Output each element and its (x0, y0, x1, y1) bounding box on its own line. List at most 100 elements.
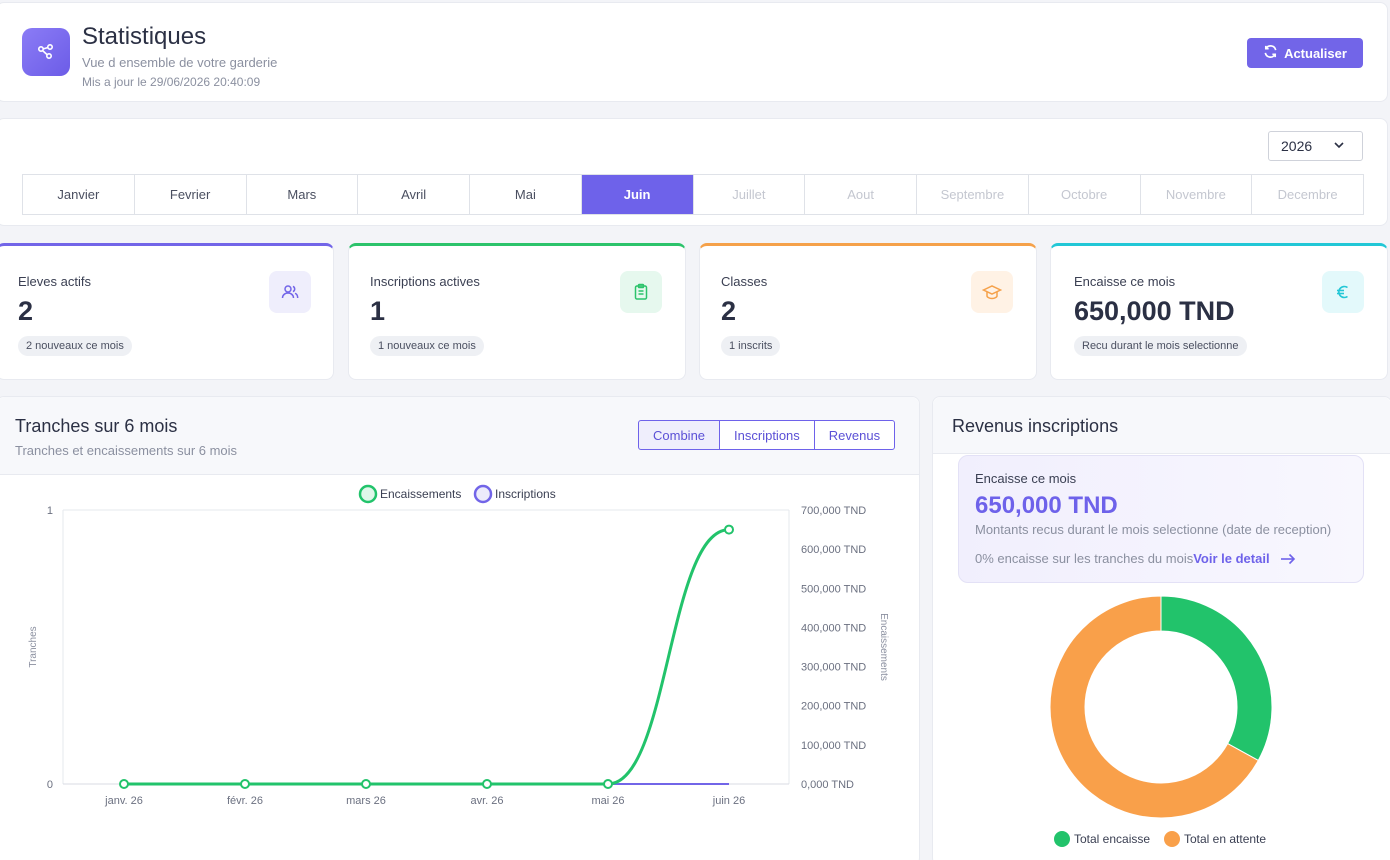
year-value: 2026 (1281, 138, 1313, 154)
legend-marker (1054, 831, 1070, 847)
chart-view-toggle: Combine Inscriptions Revenus (638, 420, 896, 450)
right-axis-title: Encaissements (878, 613, 889, 681)
x-tick-label: mai 26 (591, 795, 624, 807)
month-tab[interactable]: Janvier (23, 175, 135, 214)
share-icon (22, 28, 70, 76)
data-point-encaissements (482, 779, 492, 789)
graduation-cap-icon (971, 271, 1013, 313)
right-tick-label: 500,000 TND (801, 583, 866, 595)
revenue-percentage-row: 0% encaisse sur les tranches du mois Voi… (975, 551, 1296, 566)
stat-card-inscriptions: Inscriptions actives 1 1 nouveaux ce moi… (348, 243, 686, 380)
stat-label: Classes (721, 274, 768, 289)
stat-label: Inscriptions actives (370, 274, 480, 289)
x-tick-label: juin 26 (712, 795, 745, 807)
right-tick-label: 200,000 TND (801, 701, 866, 713)
stat-card-eleves: Eleves actifs 2 2 nouveaux ce mois (0, 243, 334, 380)
month-tab[interactable]: Mai (470, 175, 582, 214)
revenue-amount: 650,000 TND (975, 492, 1118, 519)
left-tick-label: 1 (47, 505, 53, 517)
data-point-encaissements (724, 524, 734, 535)
stat-note: 2 nouveaux ce mois (18, 336, 132, 356)
revenue-description: Montants recus durant le mois selectionn… (975, 522, 1332, 537)
arrow-right-icon[interactable] (1280, 553, 1296, 565)
month-tab[interactable]: Octobre (1029, 175, 1141, 214)
refresh-button[interactable]: Actualiser (1247, 38, 1363, 68)
tranches-chart-card: Tranches sur 6 mois Tranches et encaisse… (0, 396, 920, 860)
last-updated: Mis a jour le 29/06/2026 20:40:09 (82, 75, 261, 89)
clipboard-icon (620, 271, 662, 313)
year-select[interactable]: 2026 (1268, 131, 1363, 161)
revenue-label: Encaisse ce mois (975, 471, 1077, 486)
stat-value: 2 (721, 296, 737, 326)
revenue-header: Revenus inscriptions (933, 397, 1390, 454)
revenue-percentage: 0% encaisse sur les tranches du mois (975, 551, 1194, 566)
euro-icon (1322, 271, 1364, 313)
toggle-combine-button[interactable]: Combine (638, 420, 721, 450)
left-axis-title: Tranches (28, 626, 39, 667)
legend-label: Encaissements (380, 487, 461, 501)
right-tick-label: 600,000 TND (801, 544, 866, 556)
toggle-revenus-button[interactable]: Revenus (813, 420, 896, 450)
legend-label: Total encaisse (1074, 832, 1150, 846)
line-chart: 0 1 0,000 TND 100,000 TND 200,000 TND 300,000… (28, 484, 889, 807)
stat-note: 1 nouveaux ce mois (370, 336, 484, 356)
stat-card-classes: Classes 2 1 inscrits (699, 243, 1037, 380)
legend-marker (1164, 831, 1180, 847)
legend-marker (358, 484, 378, 504)
series-line-encaissements (124, 528, 730, 786)
x-tick-label: avr. 26 (470, 795, 503, 807)
x-tick-label: févr. 26 (227, 795, 263, 807)
legend-label: Total en attente (1184, 832, 1266, 846)
chevron-down-icon (1332, 138, 1346, 155)
toggle-inscriptions-button[interactable]: Inscriptions (719, 420, 815, 450)
stat-value: 2 (18, 296, 34, 326)
donut-slice (1049, 595, 1259, 819)
data-point-encaissements (361, 779, 371, 789)
chart-subtitle: Tranches et encaissements sur 6 mois (15, 443, 238, 458)
users-icon (269, 271, 311, 313)
month-tab[interactable]: Aout (805, 175, 917, 214)
right-tick-label: 700,000 TND (801, 505, 866, 517)
stat-note: 1 inscrits (721, 336, 781, 356)
stat-value: 1 (370, 296, 386, 326)
refresh-label: Actualiser (1284, 45, 1347, 61)
data-point-encaissements (603, 779, 613, 789)
data-point-encaissements (119, 779, 129, 789)
month-tab-active[interactable]: Juin (581, 175, 694, 214)
legend-label: Inscriptions (495, 487, 556, 501)
donut-slice (1160, 595, 1273, 762)
data-point-encaissements (240, 779, 250, 789)
month-tab[interactable]: Novembre (1141, 175, 1253, 214)
revenue-summary: Encaisse ce mois 650,000 TND Montants re… (958, 455, 1364, 583)
stat-label: Encaisse ce mois (1074, 274, 1176, 289)
revenue-card: Revenus inscriptions Encaisse ce mois 65… (932, 396, 1390, 860)
right-tick-label: 300,000 TND (801, 662, 866, 674)
legend-marker (473, 484, 493, 504)
month-tab[interactable]: Fevrier (135, 175, 247, 214)
refresh-icon (1263, 44, 1278, 62)
left-tick-label: 0 (47, 779, 53, 791)
header-card: Statistiques Vue d ensemble de votre gar… (0, 2, 1388, 102)
right-tick-label: 400,000 TND (801, 622, 866, 634)
x-tick-label: mars 26 (346, 795, 386, 807)
month-tab[interactable]: Decembre (1277, 187, 1338, 202)
month-tab[interactable]: Septembre (917, 175, 1029, 214)
month-tab[interactable]: Avril (358, 175, 470, 214)
stat-note: Recu durant le mois selectionne (1074, 336, 1247, 356)
x-tick-label: janv. 26 (104, 795, 143, 807)
stat-card-encaisse: Encaisse ce mois 650,000 TND Recu durant… (1050, 243, 1388, 380)
revenue-title: Revenus inscriptions (952, 416, 1119, 436)
chart-header: Tranches sur 6 mois Tranches et encaisse… (0, 397, 919, 475)
page-subtitle: Vue d ensemble de votre garderie (82, 55, 278, 70)
view-detail-link[interactable]: Voir le detail (1193, 551, 1270, 566)
month-tabs: Janvier Fevrier Mars Avril Mai Juin Juil… (22, 174, 1364, 215)
period-filter-card: 2026 Janvier Fevrier Mars Avril Mai Juin… (0, 118, 1388, 226)
stat-value: 650,000 TND (1074, 296, 1235, 326)
right-tick-label: 100,000 TND (801, 740, 866, 752)
month-tab[interactable]: Juillet (694, 175, 806, 214)
month-tab[interactable]: Mars (247, 175, 359, 214)
stat-label: Eleves actifs (18, 274, 91, 289)
chart-title: Tranches sur 6 mois (15, 416, 178, 436)
donut-chart: Total encaisse Total en attente (1049, 595, 1273, 847)
right-tick-label: 0,000 TND (801, 779, 854, 791)
